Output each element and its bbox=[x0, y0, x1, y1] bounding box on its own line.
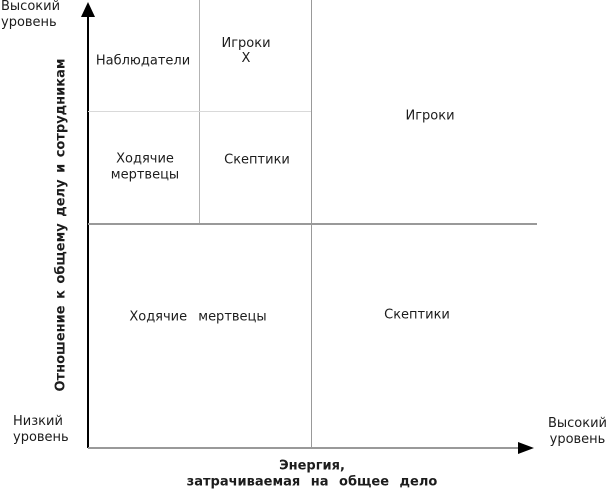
y-axis-low-level-label-line2: уровень bbox=[13, 429, 69, 445]
x-axis-title-line2: затрачиваемая на общее дело bbox=[186, 474, 438, 489]
quadrant-label-players-x-line2: Х bbox=[241, 51, 251, 66]
quadrant-label-players-large: Игроки bbox=[405, 108, 455, 124]
y-axis-low-level-label-line1: Низкий bbox=[13, 414, 63, 429]
y-axis-title: Отношение к общему делу и сотрудникам bbox=[53, 59, 70, 392]
x-axis-high-level-label-line1: Высокий bbox=[547, 416, 608, 431]
x-axis-high-level-label: Высокий уровень bbox=[546, 416, 608, 447]
quadrant-label-walking-dead-small-line1: Ходячие bbox=[116, 151, 174, 167]
quadrant-label-walking-dead-small: Ходячие мертвецы bbox=[111, 152, 179, 183]
y-axis-title-line1: Отношение bbox=[53, 305, 69, 392]
quadrant-label-players-x-line1: Игроки bbox=[221, 36, 271, 51]
x-axis-arrowhead-icon bbox=[518, 441, 534, 454]
y-axis-line bbox=[87, 13, 89, 448]
quadrant-label-walking-dead-small-line2: мертвецы bbox=[110, 167, 180, 182]
quadrant-label-observers: Наблюдатели bbox=[95, 53, 191, 69]
y-axis-high-level-label: Высокий уровень bbox=[1, 0, 60, 30]
y-axis-arrowhead-icon bbox=[81, 2, 95, 17]
y-axis-title-line2: к общему делу и сотрудникам bbox=[53, 58, 69, 299]
x-axis-title-line1: Энергия, bbox=[279, 458, 345, 474]
y-axis-high-level-label-line2: уровень bbox=[1, 14, 57, 30]
x-axis-line bbox=[88, 446, 518, 449]
quadrant-label-players-x: Игроки Х bbox=[221, 36, 270, 66]
quadrant-label-walking-dead-large: Ходячие мертвецы bbox=[129, 309, 267, 325]
inner-grid-horizontal-line bbox=[88, 111, 311, 112]
quadrant-divider-horizontal bbox=[88, 223, 537, 225]
quadrant-label-skeptics-small: Скептики bbox=[224, 152, 290, 168]
x-axis-title: Энергия, затрачиваемая на общее дело bbox=[187, 459, 438, 490]
quadrant-label-skeptics-large: Скептики bbox=[384, 307, 450, 323]
x-axis-high-level-label-line2: уровень bbox=[549, 431, 606, 447]
y-axis-low-level-label: Низкий уровень bbox=[13, 414, 69, 445]
y-axis-high-level-label-line1: Высокий bbox=[1, 0, 61, 14]
